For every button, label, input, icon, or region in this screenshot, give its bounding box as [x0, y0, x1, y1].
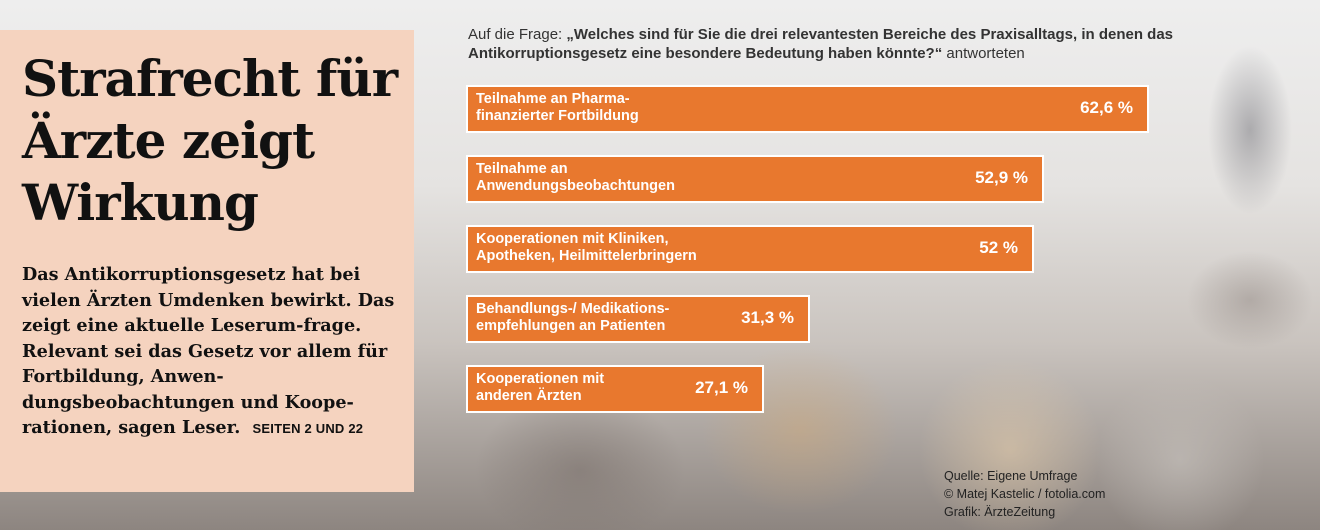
bar-value-label: 52,9 %: [975, 168, 1028, 187]
bar-2: Teilnahme an Anwendungsbeobachtungen 52,9 …: [466, 155, 1044, 203]
question-suffix: antworteten: [942, 45, 1025, 62]
bar-category-label: Behandlungs-/ Medikations-empfehlungen a…: [476, 301, 776, 335]
lead-text: Das Antikorruptionsgesetz hat bei vielen…: [22, 262, 402, 442]
bar-4: Behandlungs-/ Medikations-empfehlungen a…: [466, 295, 810, 343]
question-prefix: Auf die Frage:: [468, 26, 567, 43]
question-text: „Welches sind für Sie die drei relevante…: [468, 26, 1174, 62]
article-teaser-panel: [0, 30, 414, 492]
bar-rect: [466, 295, 810, 343]
bar-category-label-line: Kooperationen mit Kliniken,: [476, 231, 669, 247]
bar-value-label: 62,6 %: [1080, 98, 1133, 117]
credit-graphic: Grafik: ÄrzteZeitung: [944, 505, 1056, 519]
bar-value-label: 27,1 %: [695, 378, 748, 397]
bar-category-label: Teilnahme an Anwendungsbeobachtungen: [476, 161, 776, 195]
bar-category-label-line: Apotheken, Heilmittelerbringern: [476, 248, 697, 264]
bar-rect: [466, 225, 1034, 273]
bar-category-label-line: empfehlungen an Patienten: [476, 318, 666, 334]
credit-source: Quelle: Eigene Umfrage: [944, 469, 1078, 483]
bar-category-label-line: Behandlungs-/ Medikations-: [476, 301, 670, 317]
bar-category-label-line: Anwendungsbeobachtungen: [476, 178, 675, 194]
bar-rect: [466, 155, 1044, 203]
bar-category-label: Kooperationen mit Kliniken, Apotheken, He…: [476, 231, 776, 265]
bar-5: Kooperationen mit anderen Ärzten 27,1 %: [466, 365, 764, 413]
credit-photo: © Matej Kastelic / fotolia.com: [944, 487, 1106, 501]
bar-value-label: 31,3 %: [741, 308, 794, 327]
bar-rect: [466, 85, 1149, 133]
bar-category-label-line: anderen Ärzten: [476, 388, 582, 404]
headline: Strafrecht für Ärzte zeigt Wirkung: [22, 49, 398, 232]
lead-body: Das Antikorruptionsgesetz hat bei vielen…: [22, 264, 395, 438]
bar-category-label-line: Teilnahme an: [476, 161, 568, 177]
bar-category-label: Kooperationen mit anderen Ärzten: [476, 371, 776, 405]
bar-category-label-line: finanzierter Fortbildung: [476, 108, 639, 124]
credits: Quelle: Eigene Umfrage © Matej Kastelic …: [944, 467, 1105, 521]
bar-value-label: 52 %: [979, 238, 1018, 257]
bar-3: Kooperationen mit Kliniken, Apotheken, He…: [466, 225, 1034, 273]
page-reference-link[interactable]: SEITEN 2 UND 22: [252, 421, 364, 436]
bar-category-label-line: Teilnahme an Pharma-: [476, 91, 630, 107]
bar-category-label-line: Kooperationen mit: [476, 371, 605, 387]
bar-rect: [466, 365, 764, 413]
survey-question: Auf die Frage: „Welches sind für Sie die…: [468, 25, 1308, 63]
bar-category-label: Teilnahme an Pharma-finanzierter Fortbil…: [476, 91, 776, 125]
bar-1: Teilnahme an Pharma-finanzierter Fortbil…: [466, 85, 1149, 133]
